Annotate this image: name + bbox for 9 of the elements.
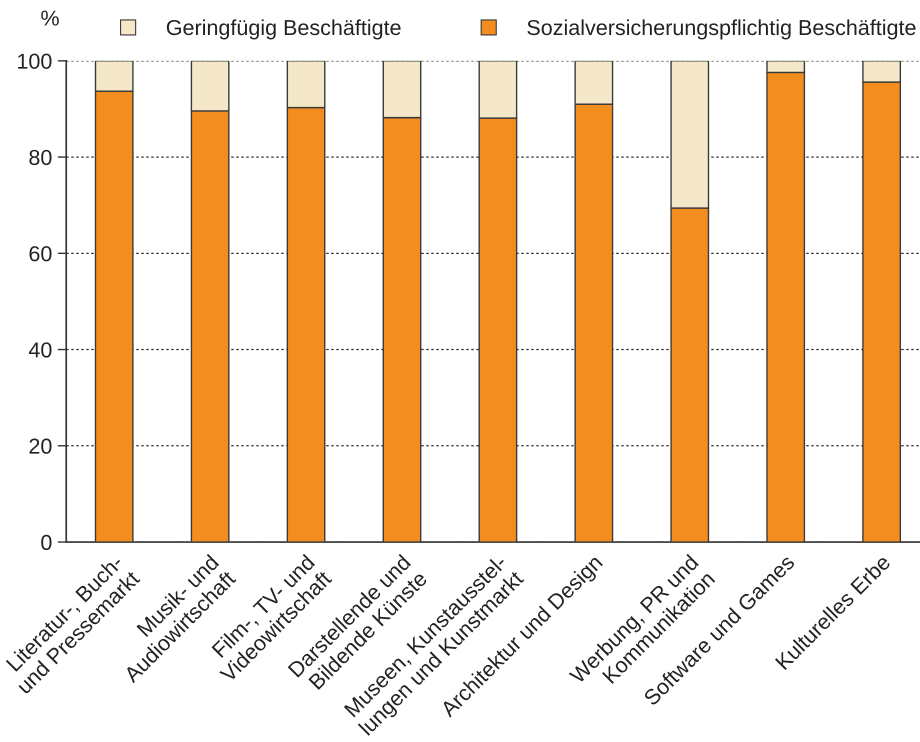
- y-tick-label: 20: [29, 438, 52, 454]
- y-tick-label: 100: [18, 54, 52, 69]
- y-tick-label: 60: [30, 246, 52, 262]
- y-tick-label: 0: [41, 534, 52, 550]
- y-tick-label: 40: [28, 342, 52, 358]
- y-tick-label: 80: [29, 150, 52, 166]
- legend-label: Sozialversicherungspflichtig Beschäftigte: [527, 19, 916, 40]
- legend-label: Geringfügig Beschäftigte: [166, 19, 401, 40]
- y-axis-title: %: [41, 10, 59, 26]
